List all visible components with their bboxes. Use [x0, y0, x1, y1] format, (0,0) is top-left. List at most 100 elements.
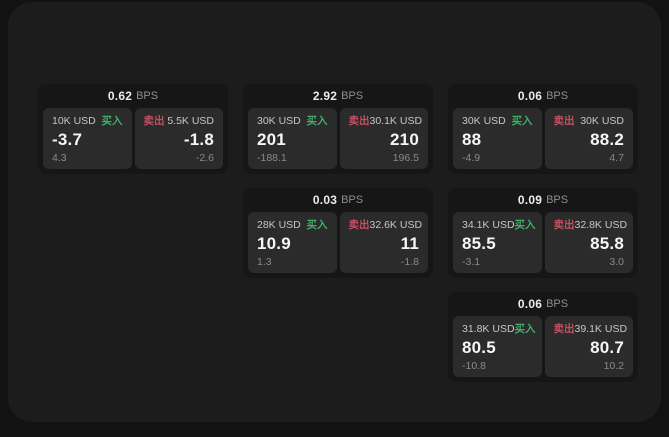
buy-delta: -188.1 [257, 152, 287, 164]
buy-label: 买入 [514, 219, 536, 231]
sell-label: 卖出 [553, 219, 575, 231]
card-header: 0.06 BPS [453, 84, 633, 108]
buy-label: 买入 [511, 115, 533, 127]
sell-price: 88.2 [590, 130, 624, 149]
buy-panel[interactable]: 10K USD 买入 -3.7 4.3 [43, 108, 132, 169]
bps-unit-label: BPS [136, 90, 159, 102]
sell-label: 卖出 [553, 115, 575, 127]
card-header: 0.09 BPS [453, 188, 633, 212]
sell-label: 卖出 [553, 323, 575, 335]
sell-size: 32.8K USD [574, 219, 628, 231]
buy-top-row: 34.1K USD 买入 [462, 219, 536, 231]
quotes-panel: 0.62 BPS 10K USD 买入 -3.7 4.3 卖出 5.5K USD… [8, 2, 661, 422]
sell-price: -1.8 [183, 130, 214, 149]
bps-value: 0.09 [517, 193, 543, 207]
buy-price: 88 [462, 130, 482, 149]
bps-value: 0.06 [517, 89, 543, 103]
sell-panel[interactable]: 卖出 32.8K USD 85.8 3.0 [544, 212, 633, 273]
buy-delta: -10.8 [462, 360, 486, 372]
sell-size: 5.5K USD [167, 115, 214, 127]
sell-delta: 10.2 [603, 360, 624, 372]
sell-top-row: 卖出 32.6K USD [348, 219, 423, 231]
buy-panel[interactable]: 34.1K USD 买入 85.5 -3.1 [453, 212, 542, 273]
buy-price: 201 [257, 130, 286, 149]
sell-delta: -1.8 [400, 256, 419, 268]
sell-top-row: 卖出 32.8K USD [553, 219, 628, 231]
card-header: 0.06 BPS [453, 292, 633, 316]
quote-card[interactable]: 0.03 BPS 28K USD 买入 10.9 1.3 卖出 32.6K US… [243, 188, 433, 278]
bps-value: 2.92 [312, 89, 338, 103]
sell-delta: 3.0 [609, 256, 624, 268]
buy-size: 28K USD [257, 219, 301, 231]
sell-panel[interactable]: 卖出 39.1K USD 80.7 10.2 [544, 316, 633, 377]
sell-top-row: 卖出 39.1K USD [553, 323, 628, 335]
card-header: 2.92 BPS [248, 84, 428, 108]
buy-price: 80.5 [462, 338, 496, 357]
bps-unit-label: BPS [341, 90, 364, 102]
buy-top-row: 30K USD 买入 [257, 115, 328, 127]
buy-panel[interactable]: 31.8K USD 买入 80.5 -10.8 [453, 316, 542, 377]
buy-label: 买入 [306, 115, 328, 127]
quote-card[interactable]: 0.09 BPS 34.1K USD 买入 85.5 -3.1 卖出 32.8K… [448, 188, 638, 278]
buy-top-row: 28K USD 买入 [257, 219, 328, 231]
buy-delta: 1.3 [257, 256, 272, 268]
bps-unit-label: BPS [341, 194, 364, 206]
card-body: 34.1K USD 买入 85.5 -3.1 卖出 32.8K USD 85.8… [453, 212, 633, 273]
buy-size: 31.8K USD [462, 323, 515, 335]
buy-size: 10K USD [52, 115, 96, 127]
sell-label: 卖出 [348, 115, 370, 127]
sell-price: 85.8 [590, 234, 624, 253]
sell-top-row: 卖出 30K USD [554, 115, 625, 127]
card-body: 30K USD 买入 88 -4.9 卖出 30K USD 88.2 4.7 [453, 108, 633, 169]
quote-card[interactable]: 0.62 BPS 10K USD 买入 -3.7 4.3 卖出 5.5K USD… [38, 84, 228, 174]
sell-size: 30.1K USD [369, 115, 423, 127]
quote-card[interactable]: 0.06 BPS 31.8K USD 买入 80.5 -10.8 卖出 39.1… [448, 292, 638, 382]
bps-unit-label: BPS [546, 90, 569, 102]
card-header: 0.03 BPS [248, 188, 428, 212]
card-body: 31.8K USD 买入 80.5 -10.8 卖出 39.1K USD 80.… [453, 316, 633, 377]
sell-top-row: 卖出 5.5K USD [144, 115, 215, 127]
buy-price: -3.7 [52, 130, 83, 149]
buy-delta: -3.1 [462, 256, 481, 268]
sell-panel[interactable]: 卖出 30K USD 88.2 4.7 [544, 108, 633, 169]
bps-value: 0.03 [312, 193, 338, 207]
buy-panel[interactable]: 30K USD 买入 88 -4.9 [453, 108, 542, 169]
bps-unit-label: BPS [546, 298, 569, 310]
sell-delta: -2.6 [195, 152, 214, 164]
buy-price: 10.9 [257, 234, 291, 253]
buy-delta: -4.9 [462, 152, 481, 164]
quote-card-grid: 0.62 BPS 10K USD 买入 -3.7 4.3 卖出 5.5K USD… [38, 84, 638, 382]
sell-size: 30K USD [580, 115, 624, 127]
buy-top-row: 10K USD 买入 [52, 115, 123, 127]
quote-card[interactable]: 0.06 BPS 30K USD 买入 88 -4.9 卖出 30K USD 8… [448, 84, 638, 174]
sell-size: 39.1K USD [574, 323, 628, 335]
buy-label: 买入 [514, 323, 536, 335]
buy-size: 34.1K USD [462, 219, 515, 231]
sell-top-row: 卖出 30.1K USD [348, 115, 423, 127]
card-body: 30K USD 买入 201 -188.1 卖出 30.1K USD 210 1… [248, 108, 428, 169]
buy-top-row: 31.8K USD 买入 [462, 323, 536, 335]
sell-panel[interactable]: 卖出 5.5K USD -1.8 -2.6 [134, 108, 223, 169]
card-body: 10K USD 买入 -3.7 4.3 卖出 5.5K USD -1.8 -2.… [43, 108, 223, 169]
sell-price: 210 [390, 130, 419, 149]
buy-panel[interactable]: 28K USD 买入 10.9 1.3 [248, 212, 337, 273]
sell-size: 32.6K USD [369, 219, 423, 231]
buy-size: 30K USD [462, 115, 506, 127]
sell-label: 卖出 [348, 219, 370, 231]
sell-panel[interactable]: 卖出 30.1K USD 210 196.5 [339, 108, 428, 169]
sell-price: 11 [400, 234, 419, 253]
buy-size: 30K USD [257, 115, 301, 127]
sell-label: 卖出 [143, 115, 165, 127]
card-body: 28K USD 买入 10.9 1.3 卖出 32.6K USD 11 -1.8 [248, 212, 428, 273]
buy-panel[interactable]: 30K USD 买入 201 -188.1 [248, 108, 337, 169]
buy-top-row: 30K USD 买入 [462, 115, 533, 127]
sell-delta: 196.5 [392, 152, 419, 164]
bps-value: 0.06 [517, 297, 543, 311]
sell-panel[interactable]: 卖出 32.6K USD 11 -1.8 [339, 212, 428, 273]
bps-value: 0.62 [107, 89, 133, 103]
quote-card[interactable]: 2.92 BPS 30K USD 买入 201 -188.1 卖出 30.1K … [243, 84, 433, 174]
sell-delta: 4.7 [609, 152, 624, 164]
buy-label: 买入 [306, 219, 328, 231]
sell-price: 80.7 [590, 338, 624, 357]
